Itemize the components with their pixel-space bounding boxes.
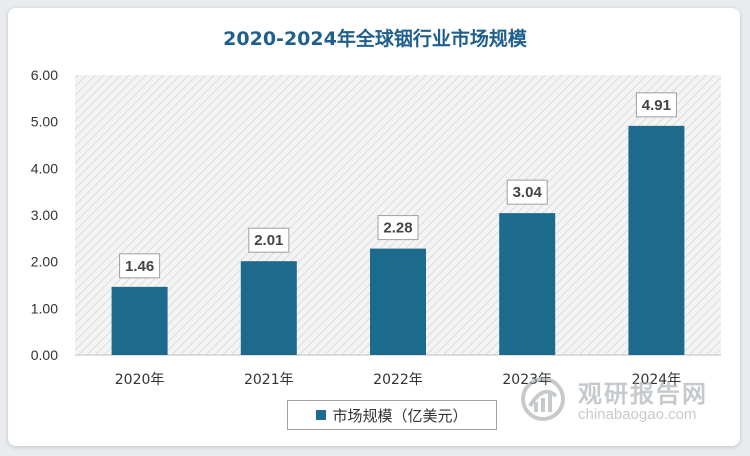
- data-label-box: [119, 253, 161, 279]
- data-label-box: [506, 179, 548, 205]
- y-tick-label: 3.00: [31, 207, 58, 223]
- bar: [370, 248, 426, 355]
- bar: [111, 286, 168, 355]
- data-label-box: [377, 215, 419, 241]
- y-tick-label: 0.00: [31, 347, 58, 363]
- watermark-text-cn: 观研报告网: [578, 380, 708, 408]
- bar: [499, 213, 556, 355]
- y-tick-label: 1.00: [31, 300, 58, 316]
- legend: 市场规模（亿美元）: [287, 400, 497, 430]
- data-label: 2.28: [383, 220, 412, 237]
- data-label: 1.46: [125, 258, 154, 275]
- y-tick-label: 6.00: [31, 67, 58, 83]
- y-tick-label: 2.00: [31, 254, 58, 270]
- y-tick-label: 4.00: [31, 160, 58, 176]
- x-tick-label: 2021年: [244, 372, 294, 388]
- data-label: 3.04: [513, 184, 543, 201]
- watermark-logo-icon: [521, 377, 565, 421]
- legend-label: 市场规模（亿美元）: [332, 406, 468, 425]
- watermark: 观研报告网 chinabaogao.com: [520, 370, 730, 430]
- bar: [240, 261, 297, 355]
- y-tick-label: 5.00: [31, 114, 58, 130]
- data-label: 2.01: [254, 232, 283, 249]
- bar: [628, 125, 685, 355]
- legend-swatch: [316, 410, 327, 420]
- data-label: 4.91: [642, 97, 671, 114]
- x-tick-label: 2022年: [373, 372, 423, 388]
- x-tick-label: 2020年: [115, 372, 165, 388]
- x-tick-label: 2024年: [632, 372, 682, 388]
- x-tick-label: 2023年: [502, 372, 552, 388]
- data-label-box: [635, 92, 677, 118]
- chart-title: 2020-2024年全球铟行业市场规模: [223, 28, 527, 50]
- data-label-box: [248, 227, 290, 253]
- watermark-text-en: chinabaogao.com: [578, 406, 697, 423]
